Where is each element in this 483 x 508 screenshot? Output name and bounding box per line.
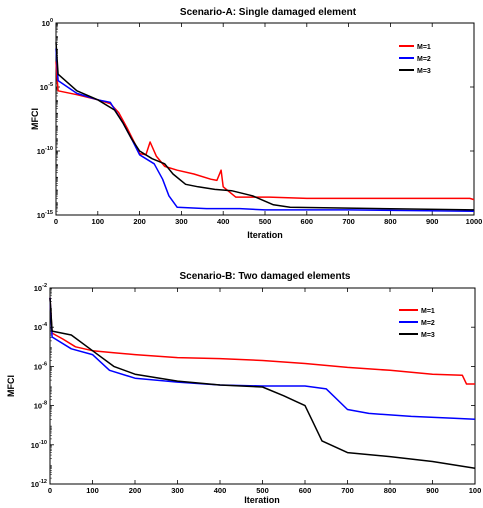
legend-b-label-m3: M=3	[421, 332, 435, 339]
chart-a-xtick-label: 1000	[466, 217, 483, 226]
legend-b-label-m1: M=1	[421, 308, 435, 315]
chart-a-xtick-label: 700	[342, 217, 355, 226]
chart-b-ytick-label: 10-10	[31, 440, 47, 450]
chart-a-xtick-label: 300	[175, 217, 188, 226]
chart-a-legend: M=1 M=2 M=3	[394, 40, 446, 76]
chart-a-xtick-label: 600	[301, 217, 314, 226]
chart-a: Scenario-A: Single damaged element 0 100 2…	[30, 7, 482, 240]
chart-b-xtick-label: 900	[426, 486, 439, 495]
chart-a-xtick-label: 800	[384, 217, 397, 226]
legend-a-label-m3: M=3	[417, 68, 431, 75]
chart-a-ylabel: MFCI	[30, 108, 40, 130]
chart-b-xlabel: Iteration	[244, 495, 280, 505]
legend-b-label-m2: M=2	[421, 320, 435, 327]
chart-b-series-line-m1	[49, 297, 475, 385]
chart-b-ytick-label: 10-6	[34, 361, 47, 371]
chart-b-xtick-label: 300	[171, 486, 184, 495]
chart-b-series-line-m3	[49, 297, 476, 470]
chart-b: Scenario-B: Two damaged elements 0 100 200…	[6, 271, 481, 505]
chart-a-ytick-label: 10-15	[37, 210, 53, 220]
chart-b-xtick-label: 100	[86, 486, 99, 495]
chart-b-ytick-label: 10-4	[34, 322, 48, 332]
chart-a-xtick-label: 400	[217, 217, 230, 226]
legend-a-label-m2: M=2	[417, 56, 431, 63]
chart-a-xtick-label: 900	[426, 217, 439, 226]
chart-a-ytick-label: 10-5	[40, 82, 53, 92]
chart-b-title: Scenario-B: Two damaged elements	[180, 271, 351, 282]
chart-b-xtick-label: 500	[256, 486, 269, 495]
chart-a-series-line-m2	[55, 48, 475, 212]
chart-a-xtick-label: 500	[259, 217, 272, 226]
chart-b-xtick-label: 800	[384, 486, 397, 495]
chart-a-xtick-label: 0	[54, 217, 58, 226]
chart-a-series	[55, 42, 475, 212]
chart-b-series	[49, 297, 476, 470]
chart-b-ytick-label: 10-2	[34, 283, 47, 293]
chart-b-ticks: 0 100 200 300 400 500 600 700 800 900 100 10-2 10-4 1…	[31, 283, 482, 495]
chart-b-xtick-label: 0	[48, 486, 52, 495]
chart-a-series-line-m3	[55, 42, 475, 211]
chart-a-xlabel: Iteration	[247, 230, 283, 240]
chart-b-ytick-label: 10-8	[34, 401, 47, 411]
chart-b-xtick-label: 600	[299, 486, 312, 495]
chart-b-xtick-label: 200	[129, 486, 142, 495]
chart-b-ylabel: MFCI	[6, 375, 16, 397]
chart-a-xtick-label: 200	[133, 217, 146, 226]
chart-a-title: Scenario-A: Single damaged element	[180, 7, 357, 18]
chart-b-legend: M=1 M=2 M=3	[395, 303, 453, 343]
chart-a-xtick-label: 100	[92, 217, 105, 226]
legend-a-label-m1: M=1	[417, 44, 431, 51]
chart-b-ytick-label: 10-12	[31, 479, 47, 489]
chart-b-xtick-label: 700	[341, 486, 354, 495]
chart-b-xtick-label: 400	[214, 486, 227, 495]
chart-a-ytick-label: 10-10	[37, 146, 53, 156]
chart-b-xtick-label: 100	[469, 486, 482, 495]
chart-a-ytick-label: 100	[42, 18, 53, 28]
